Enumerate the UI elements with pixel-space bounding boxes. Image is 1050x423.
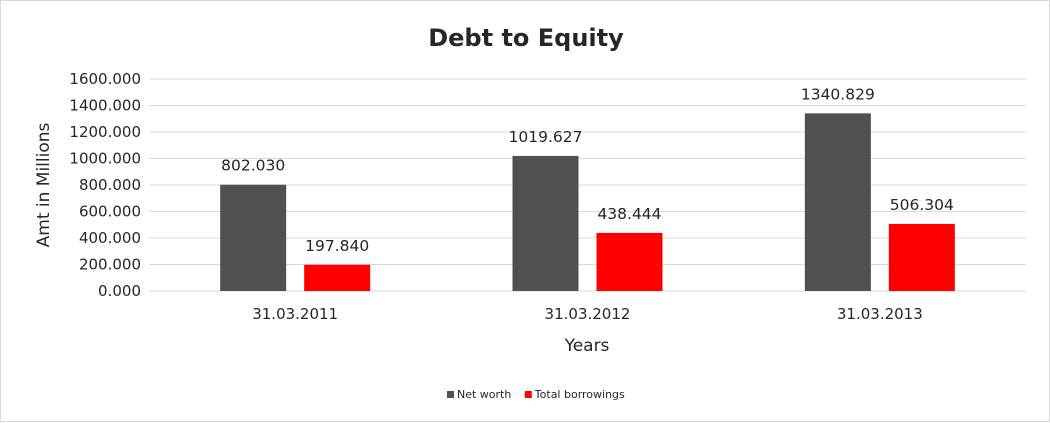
data-label: 197.840 — [305, 237, 369, 255]
bars — [220, 113, 955, 292]
bar-net-worth — [512, 155, 579, 291]
y-axis-label: Amt in Millions — [34, 122, 54, 247]
y-tick-label: 800.000 — [79, 176, 141, 194]
data-label: 1019.627 — [509, 128, 583, 146]
data-label: 438.444 — [597, 205, 661, 223]
y-tick-label: 1000.000 — [69, 150, 141, 168]
gridlines — [149, 78, 1026, 292]
bar-net-worth — [804, 113, 871, 292]
y-tick-label: 1200.000 — [69, 123, 141, 141]
legend-label: Net worth — [457, 388, 511, 401]
x-axis-ticks: 31.03.2011 31.03.2012 31.03.2013 — [252, 305, 923, 323]
chart-title: Debt to Equity — [428, 24, 624, 52]
y-tick-label: 0.000 — [98, 282, 141, 300]
x-tick-label: 31.03.2012 — [545, 305, 631, 323]
legend-swatch — [447, 391, 454, 398]
bar-net-worth — [220, 184, 287, 291]
bar-total-borrowings — [304, 264, 371, 291]
x-tick-label: 31.03.2013 — [837, 305, 923, 323]
legend-label: Total borrowings — [534, 388, 625, 401]
y-tick-label: 200.000 — [79, 256, 141, 274]
y-tick-label: 600.000 — [79, 203, 141, 221]
x-axis-label: Years — [564, 336, 610, 356]
bar-total-borrowings — [888, 223, 955, 291]
data-labels: 802.030 197.840 1019.627 438.444 1340.829 506… — [221, 85, 954, 254]
data-label: 1340.829 — [801, 85, 875, 103]
legend-swatch — [524, 391, 532, 398]
data-label: 802.030 — [221, 157, 285, 175]
legend: Net worth Total borrowings — [447, 388, 625, 401]
y-tick-label: 1400.000 — [69, 97, 141, 115]
y-tick-label: 1600.000 — [69, 70, 141, 88]
bar-total-borrowings — [596, 232, 663, 291]
x-tick-label: 31.03.2011 — [252, 305, 338, 323]
y-tick-label: 400.000 — [79, 229, 141, 247]
data-label: 506.304 — [890, 196, 954, 214]
y-axis-ticks: 0.000 200.000 400.000 600.000 800.000 1000.00… — [69, 70, 141, 300]
